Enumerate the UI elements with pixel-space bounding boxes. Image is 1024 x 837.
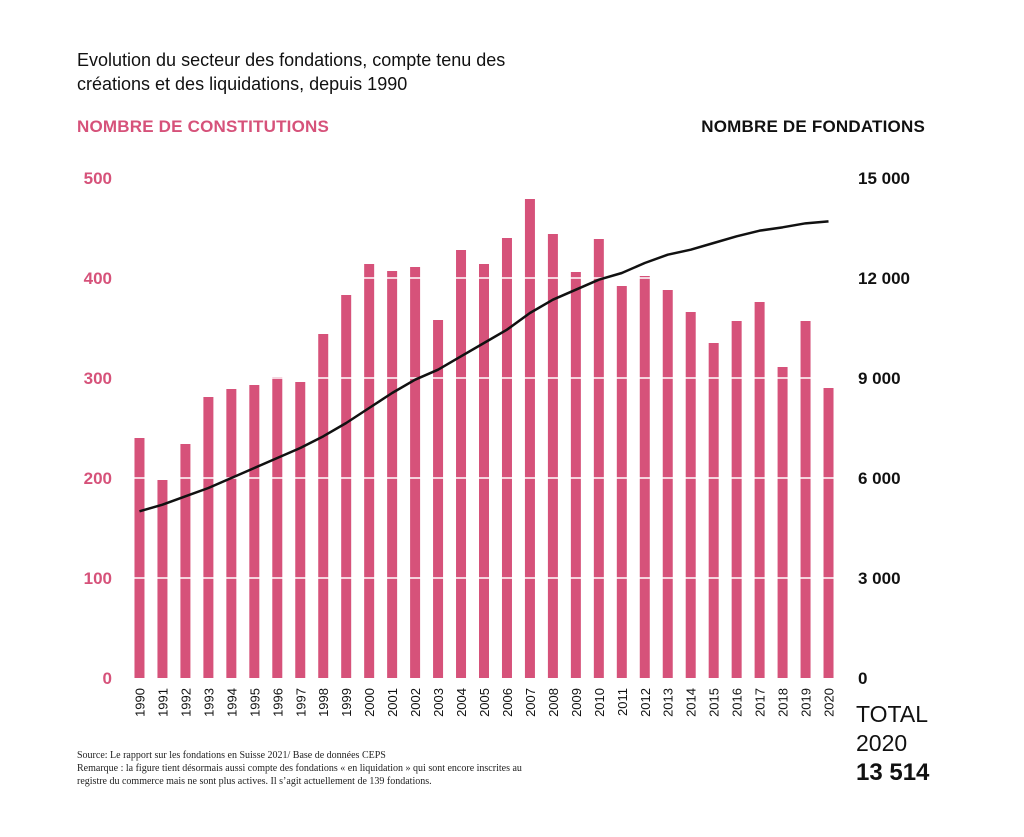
left-tick-label: 400 (84, 269, 112, 288)
x-tick-label: 1998 (316, 688, 331, 717)
bar-2010 (593, 239, 604, 678)
total-year: 2020 (856, 730, 908, 756)
right-axis-ticks: 0 3 000 6 000 9 000 12 000 15 000 (858, 169, 910, 688)
right-tick-label: 3 000 (858, 569, 901, 588)
x-axis-ticks: 1990 1991 1992 1993 1994 1995 1996 1997 1998 1999… (132, 688, 836, 717)
x-tick-label: 1995 (247, 688, 262, 717)
bar-2011 (616, 286, 627, 678)
bar-1990 (134, 438, 145, 678)
footnote-source: Source: Le rapport sur les fondations en… (77, 750, 386, 761)
bar-2008 (547, 234, 558, 678)
left-tick-label: 0 (103, 669, 112, 688)
bar-2005 (479, 264, 489, 678)
left-axis-title: NOMBRE DE CONSTITUTIONS (77, 117, 330, 136)
x-tick-label: 1999 (339, 688, 354, 717)
bar-2020 (823, 388, 834, 678)
bar-1996 (272, 377, 283, 678)
bar-1998 (318, 334, 329, 678)
x-tick-label: 2008 (546, 688, 561, 717)
bar-1997 (295, 382, 306, 678)
bar-1994 (226, 389, 237, 678)
footnote: Source: Le rapport sur les fondations en… (77, 749, 597, 788)
x-tick-label: 1996 (270, 688, 285, 717)
total-summary: TOTAL 2020 13 514 (856, 700, 929, 787)
right-tick-label: 6 000 (858, 469, 901, 488)
x-tick-label: 2019 (799, 688, 814, 717)
x-tick-label: 1991 (155, 688, 170, 717)
total-label: TOTAL (856, 701, 928, 727)
x-tick-label: 2018 (776, 688, 791, 717)
bar-2015 (708, 343, 719, 678)
x-tick-label: 2010 (592, 688, 607, 717)
left-tick-label: 200 (84, 469, 112, 488)
bar-2009 (570, 272, 581, 678)
x-tick-label: 1990 (132, 688, 147, 717)
bar-2016 (731, 321, 742, 678)
bar-2006 (501, 238, 512, 678)
left-axis-ticks: 0 100 200 300 400 500 (84, 169, 112, 688)
x-tick-label: 1994 (224, 688, 239, 717)
x-tick-label: 2006 (500, 688, 515, 717)
gridlines (120, 177, 844, 579)
x-tick-label: 2011 (615, 688, 630, 716)
bar-2012 (639, 276, 650, 678)
bar-2002 (410, 267, 421, 678)
total-value: 13 514 (856, 759, 930, 786)
x-tick-label: 2009 (569, 688, 584, 717)
right-axis-title: NOMBRE DE FONDATIONS (701, 117, 925, 136)
bar-1993 (203, 397, 214, 678)
bar-2003 (433, 320, 444, 678)
x-tick-label: 2004 (454, 688, 469, 717)
chart-title-line-1: Evolution du secteur des fondations, com… (77, 50, 506, 70)
bar-2000 (364, 264, 375, 678)
right-tick-label: 0 (858, 669, 867, 688)
bar-1995 (249, 385, 260, 678)
x-tick-label: 2017 (753, 688, 768, 717)
right-tick-label: 12 000 (858, 269, 910, 288)
x-tick-label: 2012 (638, 688, 653, 717)
line-series (139, 220, 829, 513)
x-tick-label: 2020 (822, 688, 837, 717)
bar-1991 (157, 480, 168, 678)
right-tick-label: 9 000 (858, 369, 901, 388)
x-tick-label: 2000 (362, 688, 377, 717)
bar-2004 (456, 250, 467, 678)
x-tick-label: 2002 (408, 688, 423, 717)
bar-series (134, 199, 834, 678)
bar-2014 (685, 312, 696, 678)
left-tick-label: 500 (84, 169, 112, 188)
x-tick-label: 2013 (661, 688, 676, 717)
bar-2007 (524, 199, 535, 678)
left-tick-label: 300 (84, 369, 112, 388)
chart-title-line-2: créations et des liquidations, depuis 19… (77, 74, 408, 94)
bar-2018 (777, 367, 788, 678)
x-tick-label: 1992 (178, 688, 193, 717)
x-tick-label: 2007 (523, 688, 538, 717)
x-tick-label: 1993 (201, 688, 216, 717)
x-tick-label: 2014 (684, 688, 699, 717)
footnote-remark-line-2: registre du commerce mais ne sont plus a… (77, 776, 432, 787)
bar-2001 (387, 271, 398, 678)
bar-2019 (800, 321, 811, 678)
right-tick-label: 15 000 (858, 169, 910, 188)
x-tick-label: 2003 (431, 688, 446, 717)
bar-1992 (180, 444, 191, 678)
x-tick-label: 2015 (707, 688, 722, 717)
bar-2013 (662, 290, 673, 678)
x-tick-label: 1997 (293, 688, 308, 717)
bar-1999 (341, 295, 352, 678)
bar-2017 (754, 302, 765, 678)
chart-title: Evolution du secteur des fondations, com… (77, 48, 597, 96)
x-tick-label: 2001 (385, 688, 400, 717)
x-tick-label: 2005 (477, 688, 492, 717)
x-tick-label: 2016 (730, 688, 745, 717)
footnote-remark-line-1: Remarque : la figure tient désormais aus… (77, 763, 522, 774)
left-tick-label: 100 (84, 569, 112, 588)
